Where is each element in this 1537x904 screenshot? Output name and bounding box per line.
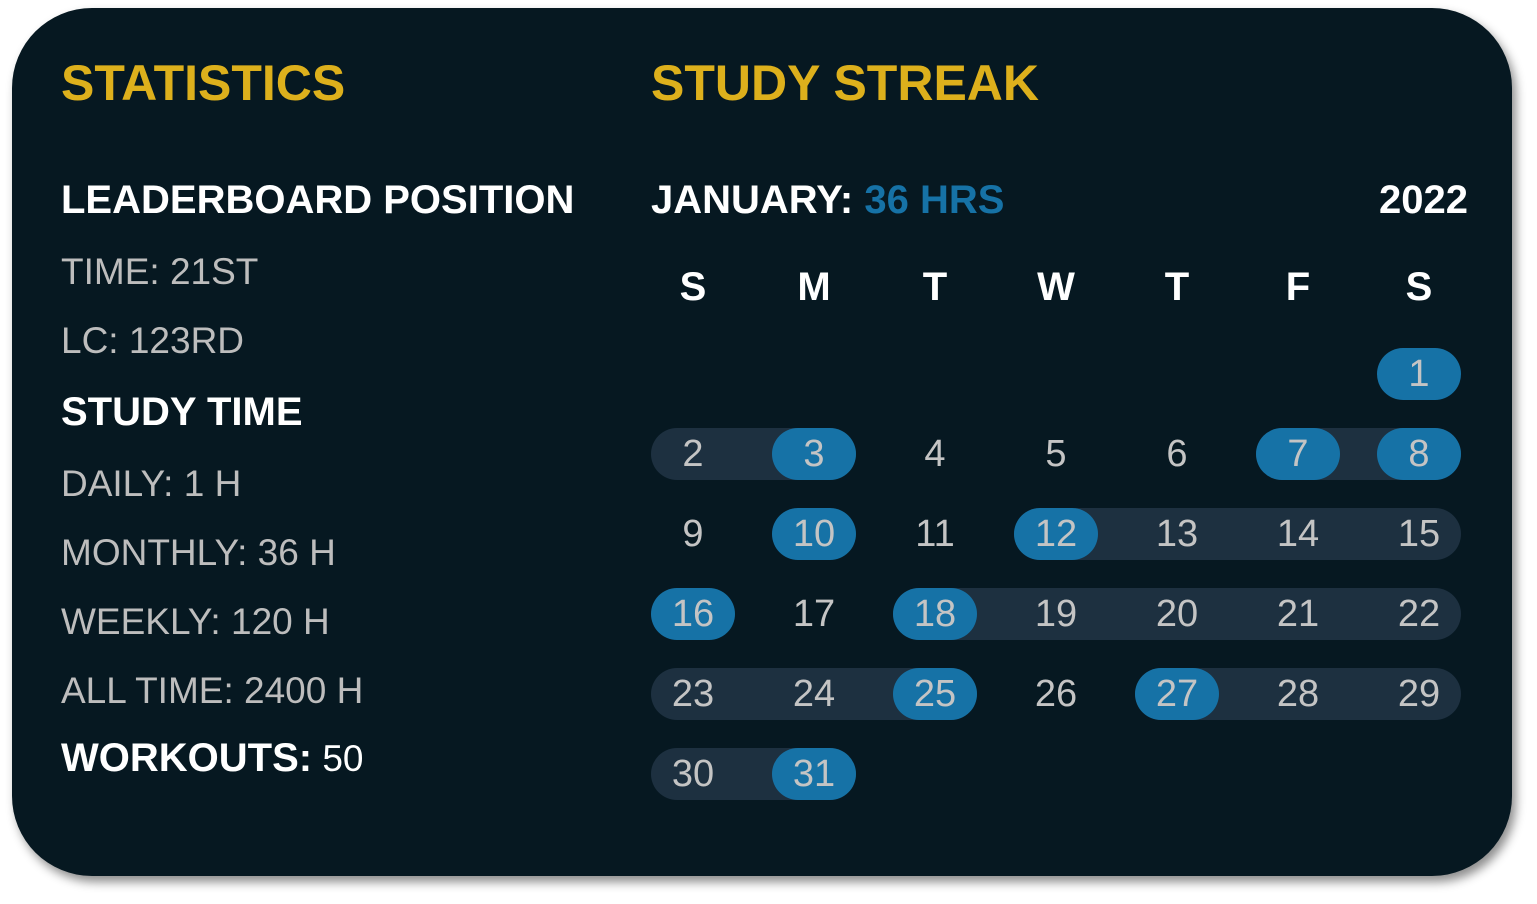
month-heading: JANUARY: 36 HRS <box>651 178 1004 223</box>
calendar-day[interactable]: 26 <box>1034 673 1078 715</box>
calendar-day[interactable]: 18 <box>913 593 957 635</box>
leaderboard-lc: LC: 123RD <box>61 320 245 361</box>
workouts-value: 50 <box>322 738 364 779</box>
calendar-day[interactable]: 9 <box>682 513 704 555</box>
calendar-day[interactable]: 30 <box>671 753 715 795</box>
study-all-time: ALL TIME: 2400 H <box>61 670 364 711</box>
calendar-day[interactable]: 31 <box>792 753 836 795</box>
study-day-highlight <box>772 748 856 800</box>
calendar-day[interactable]: 7 <box>1287 433 1309 475</box>
calendar-day[interactable]: 22 <box>1397 593 1441 635</box>
calendar-day[interactable]: 6 <box>1166 433 1188 475</box>
workouts: WORKOUTS: 50 <box>61 736 364 781</box>
calendar-day[interactable]: 25 <box>913 673 957 715</box>
calendar-day[interactable]: 24 <box>792 673 836 715</box>
weekday-header: F <box>1285 265 1311 309</box>
calendar-day[interactable]: 29 <box>1397 673 1441 715</box>
study-day-highlight <box>1135 668 1219 720</box>
workouts-label: WORKOUTS: <box>61 736 313 780</box>
calendar-day[interactable]: 4 <box>924 433 946 475</box>
leaderboard-time: TIME: 21ST <box>61 251 259 292</box>
year: 2022 <box>1379 178 1468 222</box>
weekday-header: M <box>797 265 831 309</box>
study-day-highlight <box>893 668 977 720</box>
study-day-highlight <box>1377 348 1461 400</box>
calendar-day[interactable]: 8 <box>1408 433 1430 475</box>
calendar-day[interactable]: 14 <box>1276 513 1320 555</box>
study-time-heading: STUDY TIME <box>61 390 303 434</box>
month-hours: 36 HRS <box>864 178 1005 222</box>
calendar-day[interactable]: 11 <box>915 513 955 555</box>
calendar-day[interactable]: 28 <box>1276 673 1320 715</box>
study-streak-title: STUDY STREAK <box>651 55 1040 111</box>
calendar-day[interactable]: 15 <box>1397 513 1441 555</box>
study-daily: DAILY: 1 H <box>61 463 242 504</box>
study-day-highlight <box>1256 428 1340 480</box>
leaderboard-heading: LEADERBOARD POSITION <box>61 178 575 222</box>
calendar-day[interactable]: 27 <box>1155 673 1199 715</box>
stats-card: STATISTICS LEADERBOARD POSITION TIME: 21… <box>12 8 1512 876</box>
study-day-highlight <box>1377 428 1461 480</box>
weekday-header: S <box>679 265 707 309</box>
streak-bar <box>893 588 1461 640</box>
calendar-day[interactable]: 5 <box>1045 433 1067 475</box>
weekday-header: T <box>922 265 948 309</box>
study-day-highlight <box>651 588 735 640</box>
weekday-header: S <box>1405 265 1433 309</box>
study-weekly: WEEKLY: 120 H <box>61 601 330 642</box>
calendar-day[interactable]: 13 <box>1155 513 1199 555</box>
calendar-day[interactable]: 17 <box>792 593 836 635</box>
study-monthly: MONTHLY: 36 H <box>61 532 336 573</box>
study-day-highlight <box>893 588 977 640</box>
study-day-highlight <box>772 428 856 480</box>
calendar-day[interactable]: 20 <box>1155 593 1199 635</box>
calendar-day[interactable]: 19 <box>1034 593 1078 635</box>
calendar-day[interactable]: 2 <box>682 433 704 475</box>
calendar-day[interactable]: 12 <box>1034 513 1078 555</box>
study-day-highlight <box>772 508 856 560</box>
calendar-day[interactable]: 10 <box>792 513 836 555</box>
calendar-day[interactable]: 16 <box>671 593 715 635</box>
calendar-day[interactable]: 1 <box>1408 353 1430 395</box>
calendar-day[interactable]: 21 <box>1276 593 1320 635</box>
weekday-header: W <box>1037 265 1075 309</box>
statistics-title: STATISTICS <box>61 55 346 111</box>
study-day-highlight <box>1014 508 1098 560</box>
month-label: JANUARY: <box>651 178 854 222</box>
calendar-day[interactable]: 23 <box>671 673 715 715</box>
calendar-day[interactable]: 3 <box>803 433 825 475</box>
weekday-header: T <box>1164 265 1190 309</box>
